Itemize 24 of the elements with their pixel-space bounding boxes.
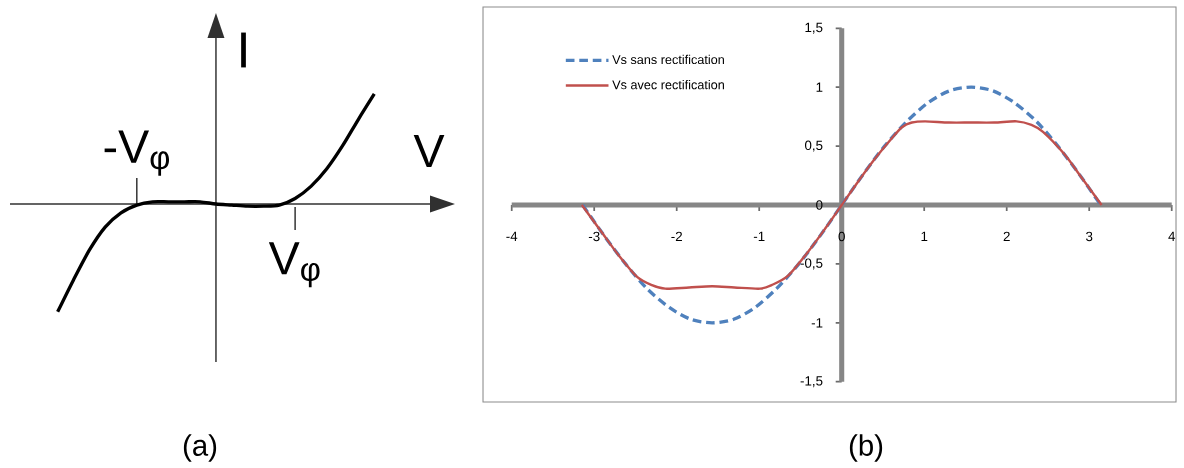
- y-tick-label: 0: [816, 200, 823, 210]
- x-tick-label: 4: [1168, 231, 1176, 241]
- x-tick-label: -1: [753, 231, 765, 241]
- y-tick-label: -1: [811, 318, 823, 328]
- y-tick-label: 0,5: [804, 140, 823, 152]
- legend-label: Vs avec rectification: [612, 79, 724, 90]
- x-tick-label: 1: [921, 231, 928, 241]
- y-tick-label: 1,5: [805, 22, 823, 34]
- x-axis-title: V: [413, 134, 445, 168]
- x-tick-label: -2: [671, 231, 682, 242]
- y-tick-label: -1,5: [800, 376, 823, 388]
- x-tick-label: V$_{φ}$: [268, 242, 320, 288]
- x-tick-label: -V$_{φ}$: [104, 130, 170, 176]
- line-series: [580, 120, 1103, 290]
- text: (a): [183, 434, 217, 462]
- y-tick-label: -0,5: [800, 258, 823, 270]
- x-tick-label: -4: [506, 231, 518, 241]
- x-tick-label: 3: [1086, 231, 1093, 242]
- legend-label: Vs sans rectification: [612, 54, 724, 65]
- text: (b): [849, 434, 883, 462]
- x-tick-label: 2: [1003, 231, 1010, 242]
- x-tick-label: -3: [588, 231, 600, 242]
- y-axis-title: I: [241, 32, 246, 68]
- y-tick-label: 1: [816, 82, 823, 92]
